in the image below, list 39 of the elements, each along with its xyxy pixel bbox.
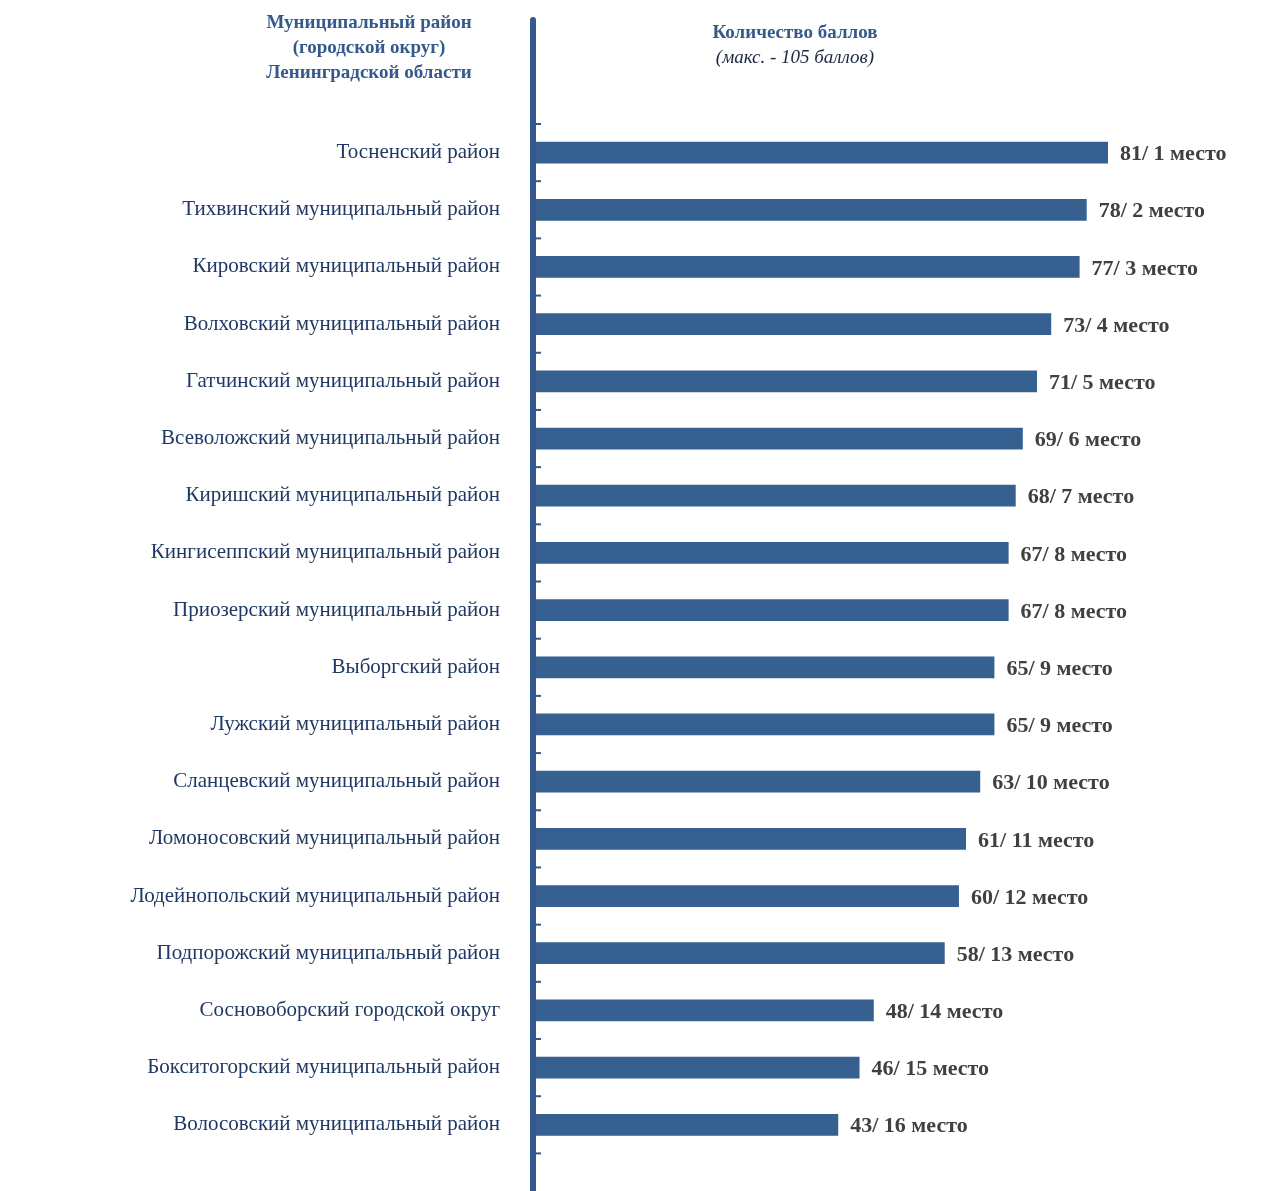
data-label: 58/ 13 место [956,940,1075,966]
data-label: 73/ 4 место [1063,311,1170,337]
y-axis-title: Муниципальный район (городской округ) Ленинградской области [265,10,473,84]
y-tick-label: Всеволожский муниципальный район [161,425,500,450]
y-tick-label: Приозерский муниципальный район [173,596,500,621]
y-tick-label: Волховский муниципальный район [183,310,500,335]
data-label: 46/ 15 место [871,1055,989,1081]
y-tick-label: Сланцевский муниципальный район [173,768,500,793]
data-label: 43/ 16 место [850,1112,968,1138]
data-label: 81/ 1 место [1120,140,1227,166]
data-label: 68/ 7 место [1027,483,1135,509]
data-label: 67/ 8 место [1020,540,1128,566]
data-label: 77/ 3 место [1091,254,1199,280]
y-tick-label: Тосненский район [336,139,500,164]
y-tick-label: Бокситогорский муниципальный район [147,1054,500,1079]
y-tick-label: Ломоносовский муниципальный район [149,825,500,850]
data-label: 65/ 9 место [1006,712,1113,738]
y-tick-label: Гатчинский муниципальный район [185,367,500,392]
y-tick-label: Лужский муниципальный район [210,711,500,735]
y-tick-label: Сосновоборский городской округ [199,996,501,1021]
y-tick-label: Киришский муниципальный район [185,482,500,507]
data-label: 67/ 8 место [1020,597,1128,623]
data-label: 60/ 12 место [970,883,1089,909]
y-tick-label: Лодейнопольский муниципальный район [130,882,500,907]
y-tick-label: Выборгский район [331,653,500,678]
data-label: 69/ 6 место [1034,426,1142,452]
data-label: 48/ 14 место [885,998,1004,1024]
y-tick-label: Тихвинский муниципальный район [182,196,500,221]
y-tick-label: Кингисеппский муниципальный район [150,539,500,564]
data-label: 61/ 11 место [978,826,1095,852]
text: (макс. - 105 баллов) [714,45,876,69]
data-label: 71/ 5 место [1049,369,1156,395]
data-label: 65/ 9 место [1006,654,1113,680]
data-label: 78/ 2 место [1098,197,1206,223]
data-label: 63/ 10 место [992,769,1110,795]
y-tick-label: Подпорожский муниципальный район [156,939,500,964]
y-tick-label: Кировский муниципальный район [192,253,500,278]
y-tick-label: Волосовский муниципальный район [173,1111,500,1136]
x-axis-title: Количество баллов [711,20,879,44]
